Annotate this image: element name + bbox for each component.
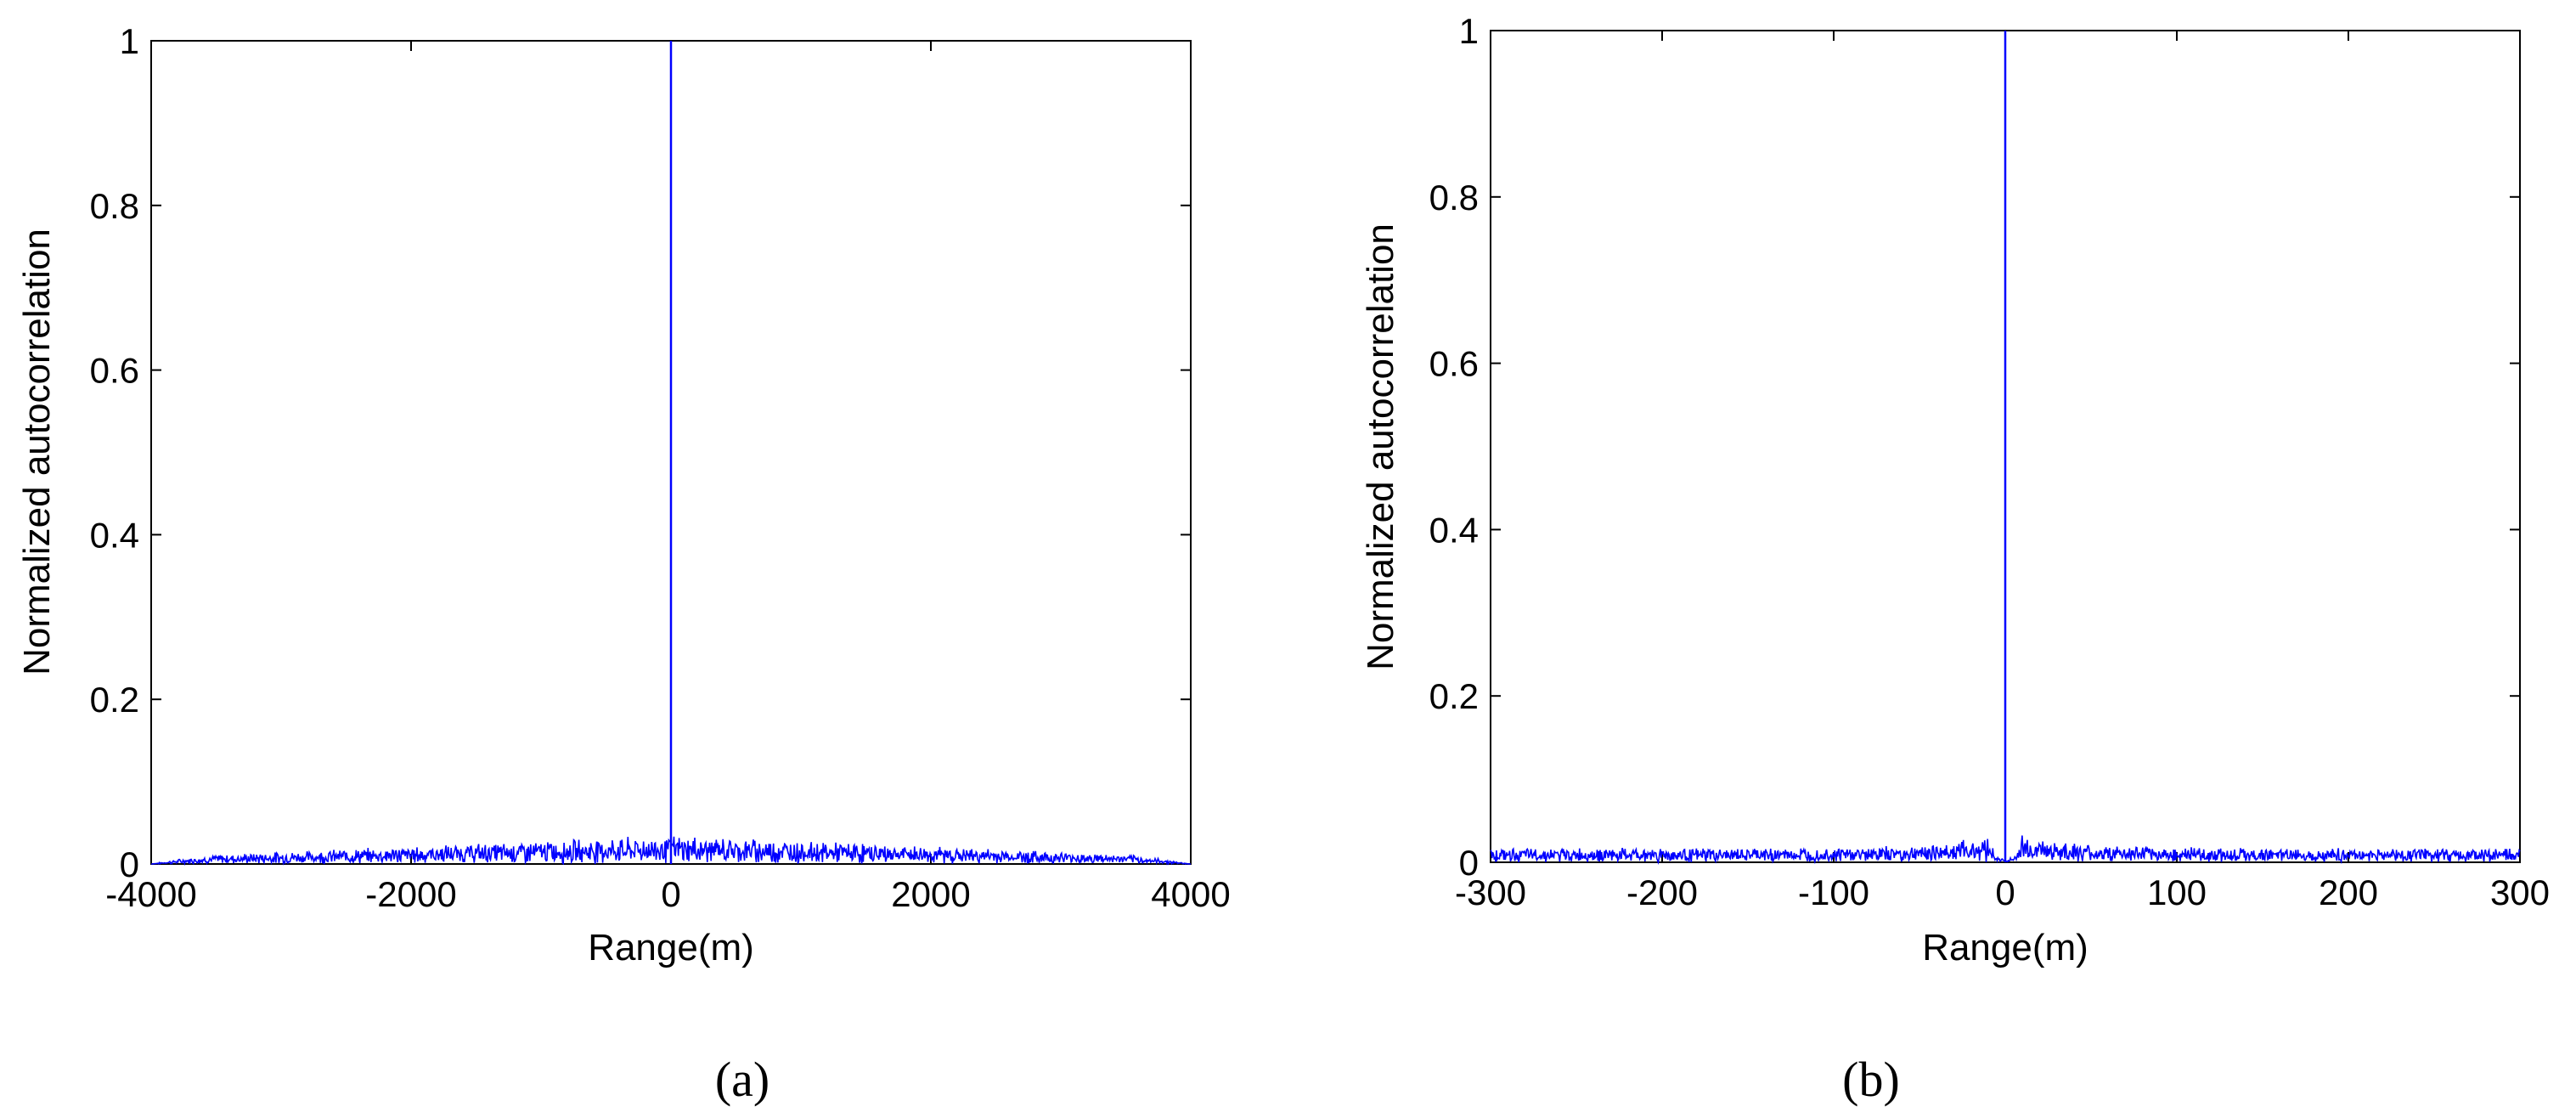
panel-b-y-tick-label-3: 0.6 — [1429, 344, 1479, 384]
panel-b-x-tick-label-5: 200 — [2319, 872, 2378, 912]
panel-b-tick-labels: -300 -200 -100 0 100 200 300 0 0.2 0.4 0.6 0.8 1 — [1429, 11, 2550, 912]
panel-a-y-tick-label-2: 0.4 — [90, 515, 139, 555]
panel-a-caption: (a) — [715, 1052, 769, 1107]
panel-b-x-axis-label: Range(m) — [1922, 927, 2088, 968]
panel-b-caption: (b) — [1842, 1052, 1900, 1107]
panel-b: -300 -200 -100 0 100 200 300 0 0.2 0.4 0.6 0.8 1 Ran… — [1360, 11, 2550, 1107]
panel-b-y-tick-label-5: 1 — [1459, 11, 1479, 51]
panel-a-x-tick-label-0: -4000 — [105, 874, 196, 914]
panel-a-x-axis-label: Range(m) — [588, 927, 754, 968]
panel-b-y-tick-label-4: 0.8 — [1429, 178, 1479, 217]
panel-a-x-tick-label-2: 0 — [661, 874, 680, 914]
panel-b-y-tick-label-0: 0 — [1459, 843, 1479, 883]
panel-a-y-tick-label-4: 0.8 — [90, 186, 139, 226]
panel-a-y-axis-label: Normalized autocorrelation — [16, 229, 58, 675]
panel-a-y-tick-label-5: 1 — [120, 21, 139, 61]
panel-a-tick-labels: -4000 -2000 0 2000 4000 0 0.2 0.4 0.6 0.8 1 — [90, 21, 1231, 914]
panel-b-trace — [1490, 31, 2521, 866]
panel-a: -4000 -2000 0 2000 4000 0 0.2 0.4 0.6 0.8 1 Range(… — [16, 21, 1231, 1107]
panel-b-x-tick-label-2: -100 — [1798, 872, 1869, 912]
panel-b-x-tick-label-1: -200 — [1626, 872, 1698, 912]
panel-b-x-tick-label-6: 300 — [2490, 872, 2550, 912]
panel-a-y-tick-label-0: 0 — [120, 844, 139, 884]
panel-b-y-tick-label-1: 0.2 — [1429, 676, 1479, 716]
panel-b-x-tick-label-4: 100 — [2147, 872, 2207, 912]
panel-b-ticks — [1490, 30, 2521, 863]
panel-b-x-tick-label-0: -300 — [1455, 872, 1526, 912]
panel-b-y-axis-label: Normalized autocorrelation — [1360, 223, 1401, 670]
panel-a-x-tick-label-3: 2000 — [891, 874, 970, 914]
panel-a-x-tick-label-1: -2000 — [365, 874, 456, 914]
panel-b-y-tick-label-2: 0.4 — [1429, 510, 1479, 550]
panel-a-trace — [151, 41, 1191, 867]
panel-a-x-tick-label-4: 4000 — [1151, 874, 1230, 914]
panel-a-y-tick-label-3: 0.6 — [90, 351, 139, 391]
panel-b-x-tick-label-3: 0 — [1995, 872, 2015, 912]
panel-a-y-tick-label-1: 0.2 — [90, 680, 139, 720]
